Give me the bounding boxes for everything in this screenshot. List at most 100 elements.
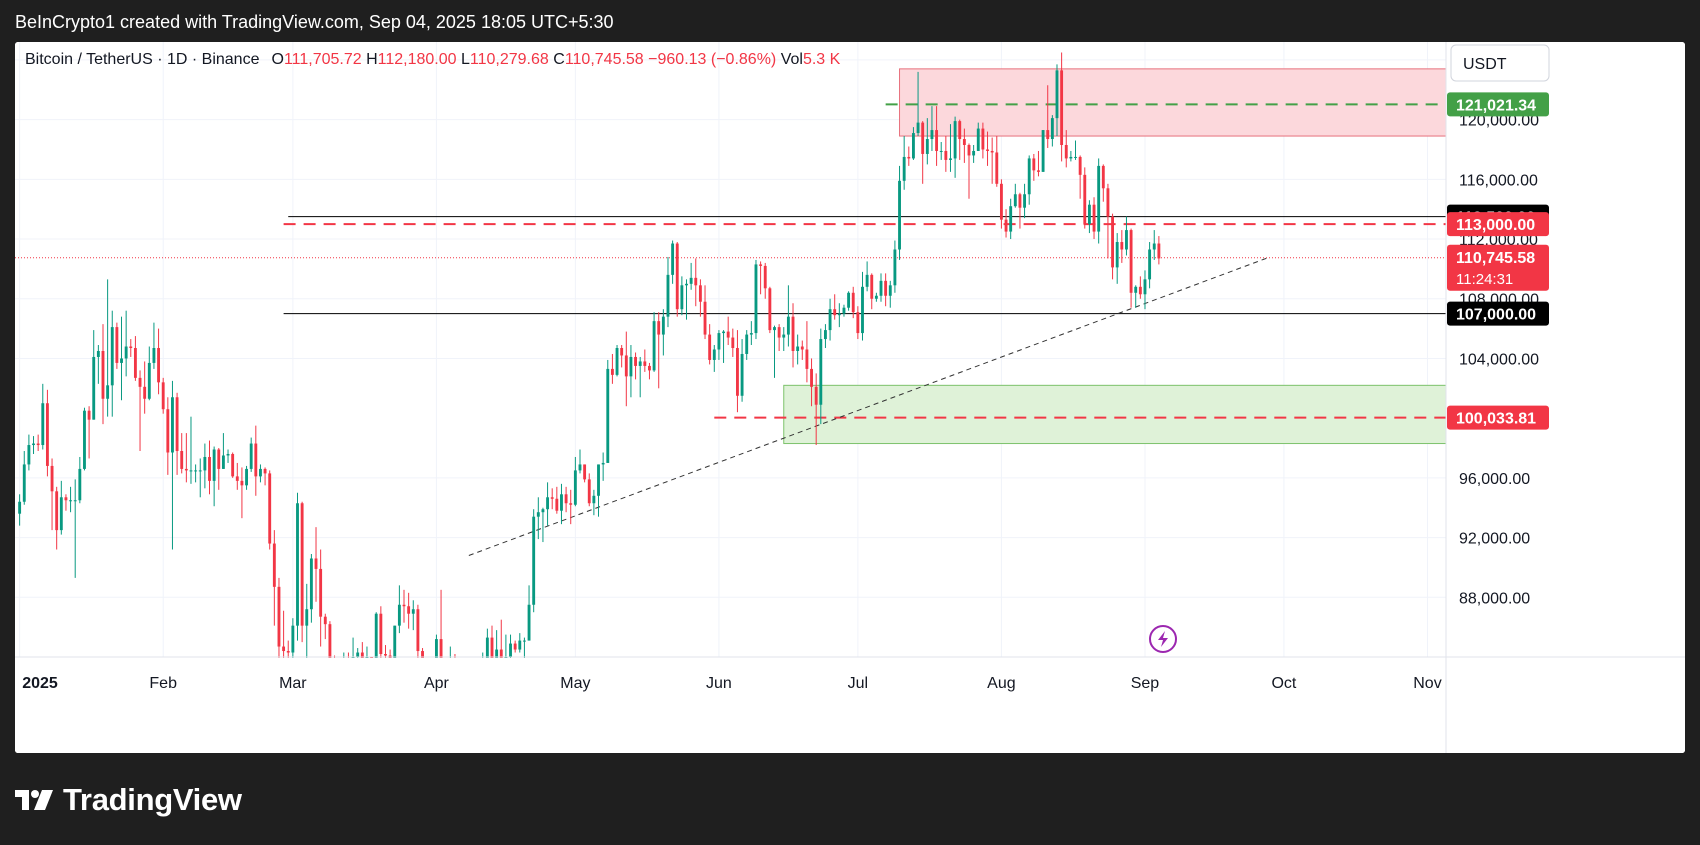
candle-body: [309, 558, 313, 610]
candle: [518, 633, 522, 653]
candle: [36, 434, 40, 452]
currency-button[interactable]: [1450, 44, 1550, 82]
candle-body: [573, 470, 577, 505]
candle-body: [708, 334, 712, 360]
candle: [610, 353, 614, 384]
candle-body: [675, 243, 679, 310]
candle: [138, 370, 142, 452]
candle: [1032, 153, 1036, 181]
candle: [407, 592, 411, 629]
candle-body: [226, 453, 230, 456]
candle-body: [782, 334, 786, 338]
candle: [907, 146, 911, 166]
candle-body: [620, 348, 624, 356]
candle-body: [532, 516, 536, 605]
candle: [198, 458, 202, 498]
candle: [601, 452, 605, 481]
candle-body: [944, 150, 948, 160]
candle-body: [180, 451, 184, 469]
candle-body: [1018, 194, 1022, 208]
candle-body: [972, 150, 976, 156]
brand-name: TradingView: [63, 782, 242, 817]
candle-body: [671, 243, 675, 275]
candle-body: [263, 468, 267, 474]
candle: [323, 613, 327, 640]
candle-body: [601, 462, 605, 465]
price-badges: 121,021.34113,500.00113,000.00110,745.58…: [1447, 92, 1549, 430]
candle-body: [402, 604, 406, 607]
ohlc-key: L: [461, 51, 470, 68]
candle: [78, 456, 82, 504]
candle: [393, 625, 397, 662]
candle-body: [296, 503, 299, 626]
candle-body: [411, 609, 415, 614]
candle: [83, 407, 86, 471]
currency-label: USDT: [1463, 56, 1507, 73]
candle-body: [967, 144, 971, 156]
candle: [805, 321, 809, 383]
candle-body: [981, 128, 985, 150]
candle: [740, 339, 744, 402]
candle: [416, 604, 420, 663]
candle-body: [1064, 144, 1068, 159]
candle-body: [736, 348, 739, 396]
candle-body: [916, 122, 920, 134]
candle: [1009, 198, 1013, 240]
candle-body: [129, 346, 133, 349]
candle: [513, 640, 517, 653]
candle: [550, 488, 554, 510]
candle: [615, 345, 619, 377]
x-tick-label: Mar: [279, 675, 307, 692]
candle-body: [249, 443, 253, 469]
candle: [847, 291, 851, 311]
candle-body: [786, 316, 790, 335]
candle: [1134, 285, 1138, 308]
candle: [717, 330, 721, 360]
candle: [495, 630, 499, 662]
candlestick-chart[interactable]: Bitcoin / TetherUS · 1D · Binance O111,7…: [15, 42, 1685, 753]
candle: [314, 527, 318, 602]
candle: [1152, 230, 1156, 260]
candle-body: [323, 616, 327, 625]
candle-body: [842, 307, 846, 314]
candle-body: [1069, 156, 1073, 159]
y-tick-label: 88,000.00: [1459, 590, 1530, 607]
candle-body: [749, 333, 753, 335]
candle: [666, 256, 670, 328]
candle: [898, 165, 901, 260]
candle-body: [509, 643, 512, 657]
candle-body: [393, 625, 397, 660]
candle-body: [921, 122, 925, 154]
candle-body: [1101, 165, 1105, 189]
candle: [189, 416, 193, 484]
candle: [995, 136, 999, 187]
candle-body: [939, 150, 943, 152]
ohlc-key: H: [366, 51, 378, 68]
candle-body: [833, 309, 837, 316]
candle: [1143, 270, 1147, 310]
candle: [1078, 155, 1082, 199]
candle-body: [805, 349, 809, 369]
tradingview-logo-icon: [15, 790, 53, 810]
candle-body: [930, 130, 934, 140]
candle-body: [759, 264, 763, 266]
candle-body: [291, 625, 295, 653]
candle-body: [847, 292, 851, 308]
candle: [597, 464, 600, 517]
candle: [1069, 150, 1073, 162]
lightning-icon[interactable]: [1149, 625, 1177, 653]
price-zone: [783, 384, 1447, 445]
candle: [171, 380, 174, 550]
candle: [736, 330, 739, 413]
candle: [814, 373, 818, 446]
candle: [175, 392, 179, 475]
candle-body: [610, 368, 614, 375]
candle-body: [198, 470, 202, 472]
candle-body: [115, 327, 119, 363]
candle-body: [870, 274, 874, 299]
candle-body: [133, 348, 137, 378]
candle: [629, 345, 633, 398]
price-badge-bg: [1447, 212, 1549, 237]
candle: [143, 361, 147, 414]
candle: [726, 316, 730, 346]
